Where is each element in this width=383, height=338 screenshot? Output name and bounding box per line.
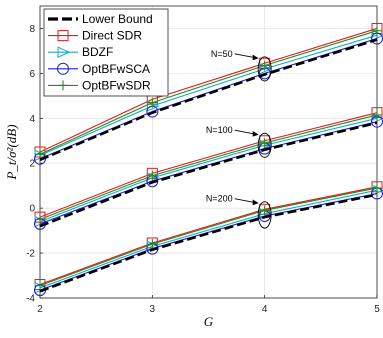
x-tick-label: 3 (150, 304, 156, 315)
y-tick-label: -2 (26, 249, 35, 260)
annotation-label: N=100 (206, 125, 233, 135)
y-tick-label: -4 (26, 294, 35, 305)
legend-label: OptBFwSCA (82, 62, 150, 76)
legend: Lower Bound Direct SDR BDZF OptBFwSCA OptBFw… (44, 9, 168, 96)
x-tick-label: 5 (374, 304, 380, 315)
legend-label: Lower Bound (82, 12, 153, 26)
y-tick-label: 6 (29, 69, 35, 80)
x-tick-label: 4 (262, 304, 268, 315)
legend-entry: OptBFwSDR (48, 78, 151, 92)
annotation-label: N=200 (206, 194, 233, 204)
y-tick-label: 8 (29, 24, 35, 35)
y-axis-label: P_t/σ²(dB) (4, 124, 19, 180)
x-tick-label: 2 (37, 304, 43, 315)
annotation-label: N=50 (211, 49, 233, 59)
y-tick-label: 4 (29, 114, 35, 125)
legend-label: BDZF (82, 45, 113, 59)
legend-label: OptBFwSDR (82, 78, 151, 92)
x-axis-label: G (204, 314, 214, 329)
legend-entry: Direct SDR (48, 29, 142, 43)
legend-label: Direct SDR (82, 29, 142, 43)
